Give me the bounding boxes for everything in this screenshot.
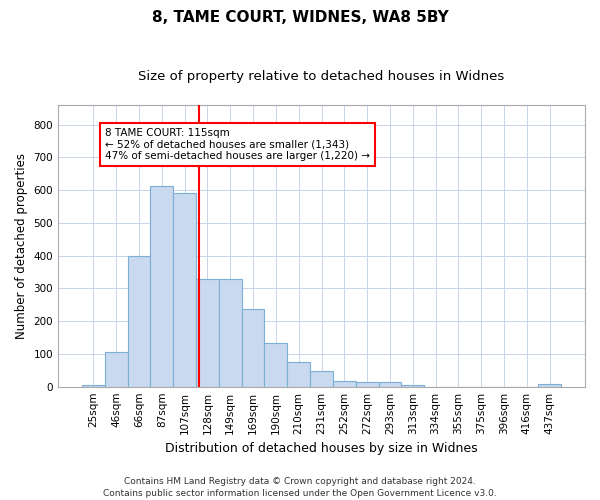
Bar xyxy=(242,310,265,386)
Bar xyxy=(401,385,424,386)
Text: 8 TAME COURT: 115sqm
← 52% of detached houses are smaller (1,343)
47% of semi-de: 8 TAME COURT: 115sqm ← 52% of detached h… xyxy=(105,128,370,161)
Text: 8, TAME COURT, WIDNES, WA8 5BY: 8, TAME COURT, WIDNES, WA8 5BY xyxy=(152,10,448,25)
Bar xyxy=(333,381,356,386)
Bar xyxy=(287,362,310,386)
Bar xyxy=(310,371,333,386)
Bar xyxy=(265,343,287,386)
Bar xyxy=(82,385,105,386)
Bar xyxy=(105,352,128,386)
Bar xyxy=(356,382,379,386)
Bar xyxy=(196,279,219,386)
Text: Contains HM Land Registry data © Crown copyright and database right 2024.
Contai: Contains HM Land Registry data © Crown c… xyxy=(103,476,497,498)
Title: Size of property relative to detached houses in Widnes: Size of property relative to detached ho… xyxy=(139,70,505,83)
Bar xyxy=(128,256,151,386)
Bar xyxy=(151,186,173,386)
X-axis label: Distribution of detached houses by size in Widnes: Distribution of detached houses by size … xyxy=(165,442,478,455)
Y-axis label: Number of detached properties: Number of detached properties xyxy=(15,153,28,339)
Bar xyxy=(379,382,401,386)
Bar xyxy=(219,279,242,386)
Bar xyxy=(538,384,561,386)
Bar xyxy=(173,193,196,386)
